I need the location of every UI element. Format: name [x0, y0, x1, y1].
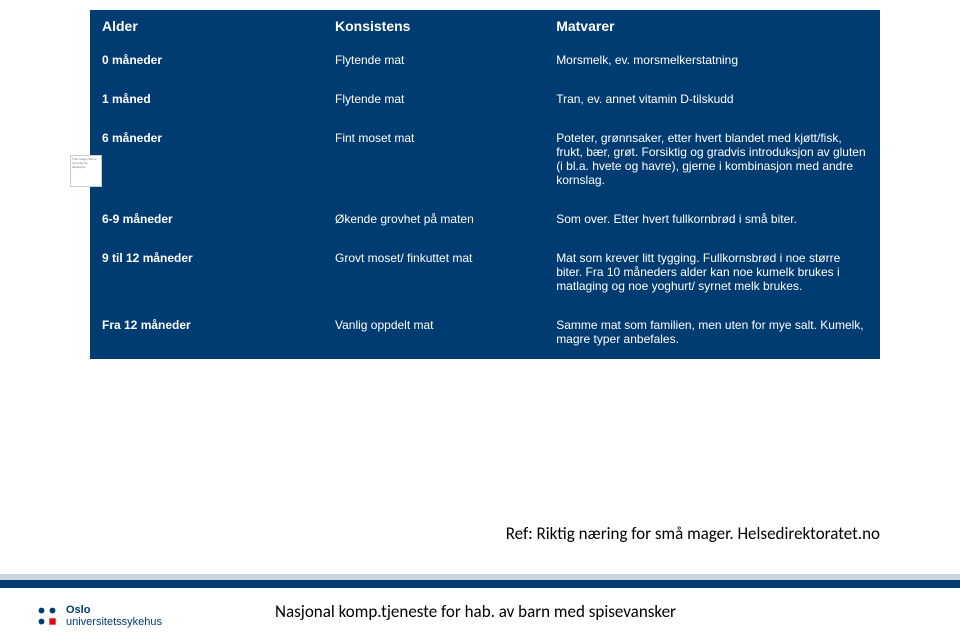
cell-consistency: Grovt moset/ finkuttet mat	[327, 251, 548, 293]
col-header-age: Alder	[90, 18, 327, 34]
cell-food: Morsmelk, ev. morsmelkerstatning	[548, 53, 880, 67]
logo-text: Oslo universitetssykehus	[66, 604, 162, 628]
cell-consistency: Økende grovhet på maten	[327, 212, 548, 226]
footer-band-mid	[0, 580, 960, 588]
cell-age: 6 måneder	[90, 131, 327, 187]
cell-food: Tran, ev. annet vitamin D-tilskudd	[548, 92, 880, 106]
logo: Oslo universitetssykehus	[36, 604, 162, 628]
cell-age: 6-9 måneder	[90, 212, 327, 226]
cell-food: Poteter, grønnsaker, etter hvert blandet…	[548, 131, 880, 187]
cell-food: Mat som krever litt tygging. Fullkornsbr…	[548, 251, 880, 293]
logo-icon	[36, 605, 58, 627]
feeding-table: Alder Konsistens Matvarer 0 måneder Flyt…	[90, 10, 880, 359]
logo-line2: universitetssykehus	[66, 616, 162, 628]
table-row: 9 til 12 måneder Grovt moset/ finkuttet …	[90, 245, 880, 312]
cell-consistency: Flytende mat	[327, 53, 548, 67]
col-header-consistency: Konsistens	[327, 18, 548, 34]
table-row: 6 måneder Fint moset mat Poteter, grønns…	[90, 125, 880, 206]
table-row: Fra 12 måneder Vanlig oppdelt mat Samme …	[90, 312, 880, 359]
broken-image-placeholder: This image cannot currently be displayed…	[70, 155, 102, 187]
reference-text: Ref: Riktig næring for små mager. Helsed…	[506, 523, 880, 544]
cell-age: 9 til 12 måneder	[90, 251, 327, 293]
cell-age: Fra 12 måneder	[90, 318, 327, 346]
logo-line1: Oslo	[66, 604, 162, 616]
cell-consistency: Vanlig oppdelt mat	[327, 318, 548, 346]
table-header-row: Alder Konsistens Matvarer	[90, 10, 880, 47]
footer-band-bottom: Oslo universitetssykehus Nasjonal komp.t…	[0, 588, 960, 634]
cell-food: Samme mat som familien, men uten for mye…	[548, 318, 880, 346]
footer-caption: Nasjonal komp.tjeneste for hab. av barn …	[275, 601, 676, 622]
col-header-food: Matvarer	[548, 18, 880, 34]
cell-food: Som over. Etter hvert fullkornbrød i små…	[548, 212, 880, 226]
footer: Oslo universitetssykehus Nasjonal komp.t…	[0, 574, 960, 634]
broken-image-text: This image cannot currently be displayed…	[72, 157, 97, 169]
table-row: 1 måned Flytende mat Tran, ev. annet vit…	[90, 86, 880, 125]
cell-consistency: Flytende mat	[327, 92, 548, 106]
cell-age: 0 måneder	[90, 53, 327, 67]
table-row: 6-9 måneder Økende grovhet på maten Som …	[90, 206, 880, 245]
cell-consistency: Fint moset mat	[327, 131, 548, 187]
cell-age: 1 måned	[90, 92, 327, 106]
table-row: 0 måneder Flytende mat Morsmelk, ev. mor…	[90, 47, 880, 86]
